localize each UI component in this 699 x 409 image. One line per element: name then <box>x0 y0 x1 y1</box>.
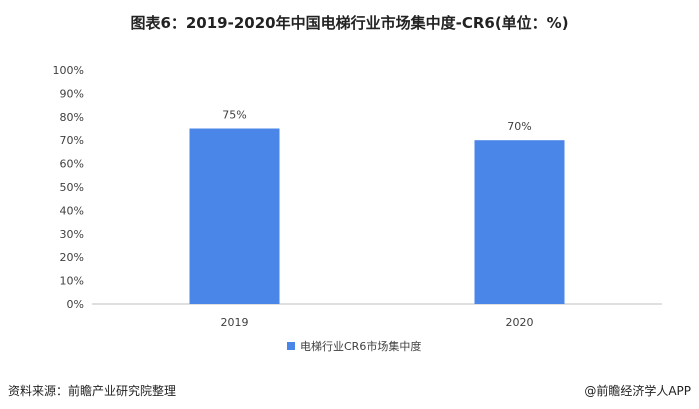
bar <box>189 128 280 304</box>
legend-label: 电梯行业CR6市场集中度 <box>300 339 421 353</box>
x-axis: 2019 2020 <box>221 316 534 329</box>
y-tick-label: 50% <box>60 181 84 194</box>
y-axis: 0% 10% 20% 30% 40% 50% 60% 70% 80% 90% 100% <box>53 64 84 311</box>
y-tick-label: 90% <box>60 87 84 100</box>
source-note: 资料来源：前瞻产业研究院整理 <box>8 384 177 398</box>
y-tick-label: 40% <box>60 204 84 217</box>
y-tick-label: 20% <box>60 251 84 264</box>
y-tick-label: 100% <box>53 64 84 77</box>
bar <box>474 140 565 304</box>
y-tick-label: 60% <box>60 158 84 171</box>
y-tick-label: 70% <box>60 134 84 147</box>
y-tick-label: 80% <box>60 111 84 124</box>
chart-title: 图表6：2019-2020年中国电梯行业市场集中度-CR6(单位：%) <box>130 14 569 32</box>
data-label: 75% <box>222 109 246 122</box>
y-tick-label: 0% <box>67 298 84 311</box>
x-tick-label: 2019 <box>221 316 249 329</box>
x-tick-label: 2020 <box>506 316 534 329</box>
bar-series: 75% 70% <box>189 109 565 304</box>
legend-swatch <box>287 342 295 350</box>
y-tick-label: 30% <box>60 228 84 241</box>
data-label: 70% <box>507 120 531 133</box>
y-tick-label: 10% <box>60 275 84 288</box>
brand-credit: @前瞻经济学人APP <box>584 384 691 398</box>
legend: 电梯行业CR6市场集中度 <box>287 339 421 353</box>
